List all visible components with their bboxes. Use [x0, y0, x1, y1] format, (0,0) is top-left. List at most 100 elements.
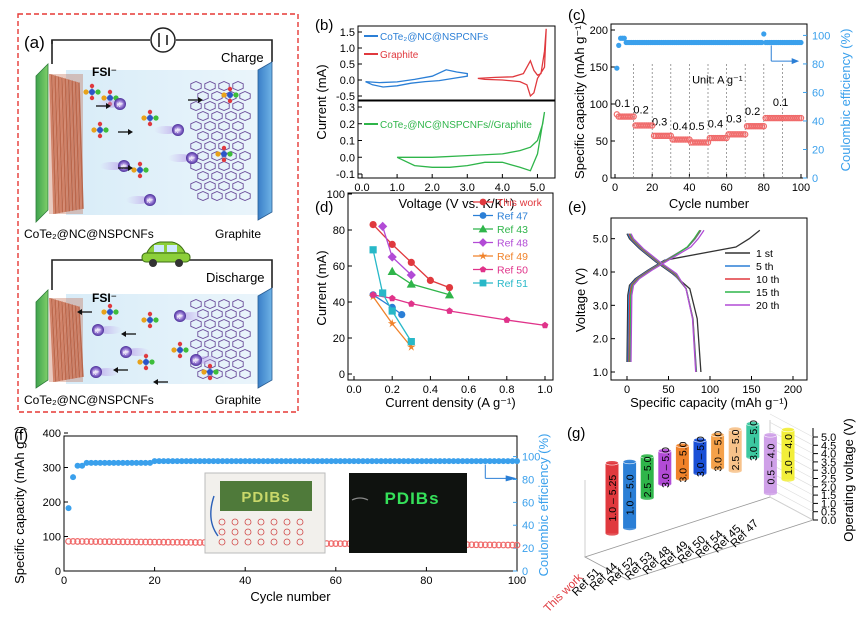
capacity-point [74, 538, 81, 545]
led-text-off: PDIBs [241, 489, 290, 506]
arrow-head-icon [128, 165, 133, 171]
graphite-hexagon [239, 309, 251, 319]
capacity-point [191, 539, 199, 546]
efficiency-point [432, 458, 439, 465]
wire [210, 495, 219, 537]
efficiency-point [201, 458, 208, 465]
bar-cylinder [693, 440, 707, 474]
capacity-point [133, 538, 140, 546]
plot-frame-bottom [357, 100, 556, 179]
ions-top: K⁺K⁺K⁺K⁺K⁺ [83, 83, 239, 206]
arrow-head-icon [106, 103, 111, 109]
fiber-strand [71, 80, 77, 211]
y-tick-label: 0.5 [821, 507, 836, 519]
graphite-hexagon [211, 111, 223, 121]
component-dot [218, 528, 226, 536]
k-ion-label: K⁺ [188, 156, 195, 163]
y-axis-label: Current (mA) [314, 64, 329, 139]
legend-label: Ref 43 [497, 224, 528, 236]
efficiency-point [147, 459, 154, 466]
current-collector-anode [35, 63, 49, 223]
graphite-hexagon [232, 141, 244, 151]
fsi-atom-s [101, 95, 107, 101]
data-point [369, 246, 377, 254]
x-axis-label: Current density (A g⁻¹) [385, 395, 515, 410]
fiber-strand [59, 76, 65, 213]
capacity-point [327, 540, 335, 547]
k-ion-label: K⁺ [116, 102, 123, 109]
graphite-hexagon [204, 339, 216, 349]
series-line [381, 226, 412, 276]
fiber-strand [73, 304, 79, 378]
x-tick-label: 1.0 [537, 384, 552, 396]
bar-cylinder [711, 434, 725, 468]
bar-range-label: 3.0 – 5.0 [677, 441, 689, 482]
bar-cylinder-base [781, 477, 795, 482]
fiber-strand [69, 79, 76, 211]
capacity-point [101, 538, 109, 546]
fsi-atom-f [183, 347, 189, 353]
grid-line [769, 480, 814, 504]
efficiency-point [128, 459, 135, 466]
efficiency-point [328, 458, 335, 465]
capacity-point [481, 541, 489, 549]
y-axis-label: Specific capacity (mAh g⁻¹) [12, 426, 27, 584]
y-right-tick-label: 60 [522, 497, 534, 509]
efficiency-point [759, 39, 765, 46]
rate-label: 0.3 [726, 114, 741, 126]
fsi-atom-n [107, 95, 113, 101]
efficiency-point [282, 458, 289, 465]
bar-range-label: 3.0 – 5.0 [660, 447, 672, 488]
data-point [387, 319, 397, 328]
x-tick-label: 0 [612, 182, 618, 194]
panel-a-label: (a) [24, 33, 45, 52]
efficiency-point [482, 458, 489, 465]
led-text-on: PDIBs [384, 489, 439, 508]
fiber-strand [61, 301, 67, 380]
k-ion-label: K⁺ [192, 358, 199, 365]
efficiency-point [97, 459, 104, 466]
k-ion-trail [180, 312, 204, 320]
x-tick-label: 0.8 [499, 384, 514, 396]
data-point [379, 289, 387, 297]
grid-line [769, 488, 814, 512]
fsi-atom-o [221, 145, 227, 151]
y-tick-label: 300 [43, 463, 61, 475]
y-tick-label: -0.1 [336, 169, 355, 181]
x-axis-label: Cycle number [250, 589, 331, 604]
rate-label: 0.3 [652, 116, 667, 128]
x-tick-label: 200 [784, 384, 802, 396]
legend-label: Ref 48 [497, 238, 528, 250]
graphite-hexagon [190, 141, 202, 151]
k-ion [90, 366, 102, 378]
axis-pointer-arrow-icon [791, 58, 800, 65]
fiber-strand [54, 299, 60, 382]
data-point [426, 276, 434, 284]
panel-d-label: (d) [315, 199, 333, 216]
discharge-curve [628, 233, 697, 373]
y-tick-label: 0 [55, 566, 61, 578]
arrow-head-icon [77, 309, 82, 315]
bar-range-label: 3.0 – 5.0 [695, 436, 707, 477]
graphite-hexagon [232, 359, 244, 369]
legend-label: This work [497, 197, 543, 209]
graphite-hexagon [197, 151, 209, 161]
bar-cylinder-base [605, 531, 619, 536]
fsi-atom-o [89, 83, 95, 89]
efficiency-point [391, 458, 398, 465]
efficiency-point [165, 458, 172, 465]
component-dot [270, 538, 278, 546]
inset-photo-on: PDIBs [349, 473, 467, 553]
fiber-strand [66, 302, 72, 380]
graphite-hexagon [232, 319, 244, 329]
legend-label: 1 st [756, 248, 773, 260]
fsi-atom-n [89, 89, 95, 95]
k-ion-label: K⁺ [92, 370, 99, 377]
current-collector-cathode-bottom [257, 287, 273, 389]
fsi-atom-o [97, 133, 103, 139]
fiber-strand [78, 306, 84, 377]
fsi-atom-n [107, 309, 113, 315]
component-dot [257, 528, 265, 536]
graphite-hexagon [197, 191, 209, 201]
